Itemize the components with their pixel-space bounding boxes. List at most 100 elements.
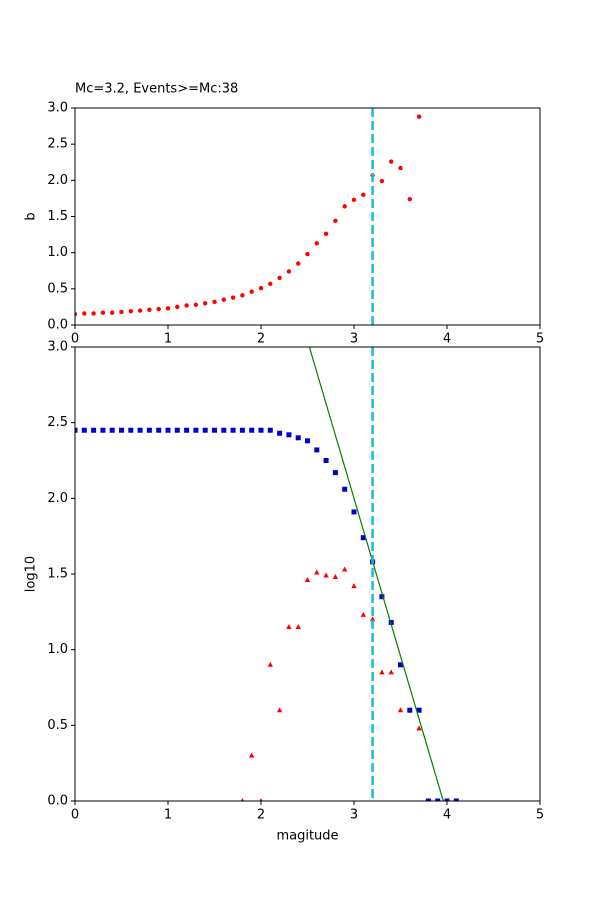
x-tick-label: 0 (71, 808, 79, 823)
y-tick-label: 0.0 (47, 794, 68, 809)
point (332, 470, 338, 476)
point (453, 798, 459, 801)
x-tick-label: 1 (164, 332, 172, 347)
axes-frame (74, 107, 541, 326)
point (296, 261, 301, 266)
point (389, 159, 394, 164)
point (100, 427, 106, 433)
point (259, 798, 263, 801)
point (379, 669, 385, 675)
point (119, 309, 124, 315)
point (75, 427, 78, 433)
point (91, 427, 97, 433)
point (397, 707, 404, 713)
point (128, 309, 133, 314)
point (416, 114, 422, 119)
point (398, 662, 403, 668)
point (258, 285, 264, 291)
point (351, 583, 357, 589)
point (82, 311, 87, 316)
y-tick-label: 1.5 (47, 209, 68, 224)
y-tick-label: 0.0 (47, 318, 68, 333)
point (360, 611, 366, 617)
x-axis-label: magitude (276, 829, 338, 844)
point (277, 275, 282, 281)
y-tick-label: 1.5 (47, 567, 68, 582)
plot (75, 108, 422, 325)
x-tick-label: 0 (71, 332, 79, 347)
point (75, 311, 78, 317)
point (407, 707, 413, 713)
x-tick-label: 5 (536, 332, 544, 347)
point (137, 308, 143, 313)
point (277, 430, 283, 436)
plot (75, 347, 459, 801)
point (435, 798, 441, 801)
point (100, 310, 106, 315)
point (212, 299, 217, 305)
chart-title: Mc=3.2, Events>=Mc:38 (75, 82, 238, 97)
plot-area (75, 108, 540, 325)
point (351, 197, 357, 203)
point (128, 427, 134, 433)
y-tick-label: 0.5 (47, 718, 68, 733)
point (258, 427, 264, 433)
point (407, 196, 412, 202)
point (323, 458, 329, 463)
point (249, 289, 254, 294)
point (304, 577, 311, 583)
x-tick-label: 5 (536, 808, 544, 823)
y-axis-label: log10 (24, 556, 39, 592)
x-tick-label: 2 (257, 332, 265, 347)
point (342, 204, 347, 209)
point (230, 427, 236, 433)
y-tick-label: 1.0 (47, 245, 68, 260)
point (416, 707, 422, 713)
axes: magitude log10 0 1 2 3 4 5 0.0 0.5 1.0 1.5 2.0 2.5 3.0 (24, 340, 545, 844)
point (388, 669, 394, 675)
point (110, 310, 115, 315)
point (305, 438, 310, 444)
point (156, 427, 162, 433)
point (137, 427, 143, 433)
point (369, 616, 376, 622)
point (109, 427, 115, 433)
point (332, 574, 339, 580)
point (193, 427, 199, 433)
point (240, 798, 245, 801)
x-tick-label: 4 (443, 808, 451, 823)
point (240, 293, 245, 298)
x-tick-label: 3 (350, 808, 358, 823)
point (342, 566, 348, 572)
point (286, 432, 292, 438)
y-tick-label: 1.0 (47, 642, 68, 657)
point (249, 427, 255, 433)
point (444, 798, 450, 801)
point (81, 427, 87, 433)
y-tick-label: 2.5 (47, 415, 68, 430)
point (147, 307, 152, 313)
point (268, 281, 273, 286)
point (314, 569, 320, 575)
point (398, 165, 403, 171)
point (295, 623, 301, 629)
point (276, 707, 283, 713)
point (351, 509, 357, 515)
point (202, 427, 208, 433)
y-tick-label: 2.0 (47, 491, 68, 506)
point (323, 572, 329, 578)
point (314, 447, 320, 453)
fit-line (308, 347, 444, 801)
point (239, 427, 245, 433)
point (286, 269, 292, 274)
plot-area (75, 347, 540, 801)
point (323, 231, 329, 237)
x-tick-label: 2 (257, 808, 265, 823)
point (267, 427, 273, 433)
point (267, 661, 273, 667)
point (230, 295, 236, 300)
point (295, 435, 301, 441)
point (342, 486, 348, 492)
point (333, 218, 338, 224)
